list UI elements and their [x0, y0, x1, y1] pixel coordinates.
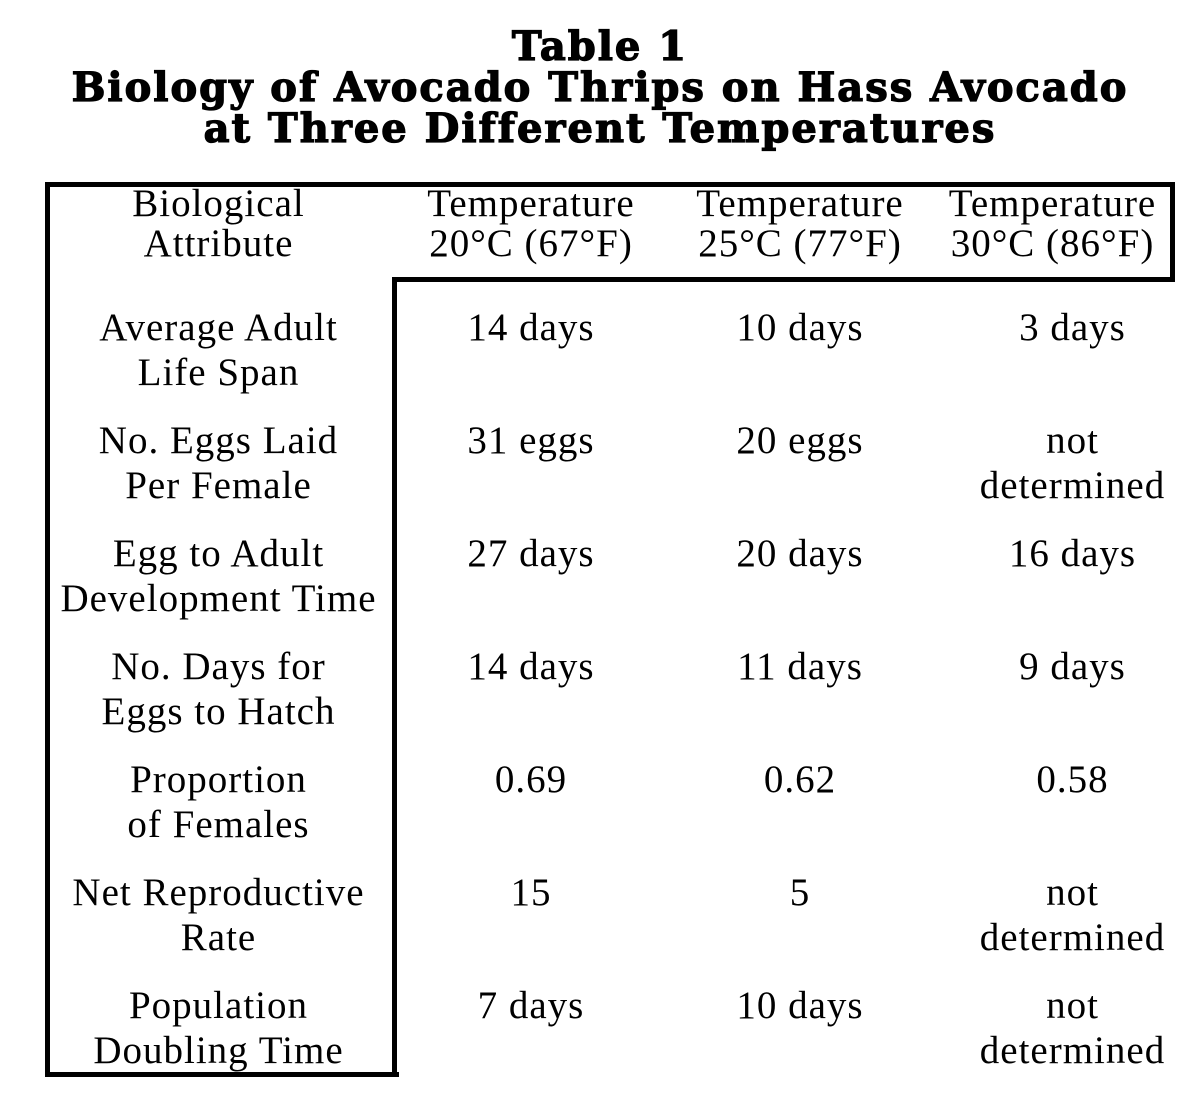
header-temperature-20c: Temperature 20°C (67°F): [427, 182, 635, 265]
header-temperature-30c: Temperature 30°C (86°F): [948, 182, 1157, 265]
value-proportion-females-20c: 0.69: [494, 758, 568, 801]
title-line-3: at Three Different Temperatures: [203, 105, 997, 152]
table-title: Table 1 Biology of Avocado Thrips on Has…: [0, 23, 1200, 152]
column-divider-rule: [392, 277, 397, 1077]
value-life-span-25c: 10 days: [736, 306, 864, 349]
value-reproductive-rate-20c: 15: [510, 871, 552, 914]
table-border-top: [45, 182, 1175, 187]
value-reproductive-rate-25c: 5: [789, 871, 811, 914]
header-biological-attribute: Biological Attribute: [132, 182, 305, 265]
value-proportion-females-25c: 0.62: [763, 758, 837, 801]
value-doubling-time-30c: not determined: [979, 984, 1166, 1072]
value-eggs-hatch-25c: 11 days: [737, 645, 863, 688]
value-eggs-laid-30c: not determined: [979, 419, 1166, 507]
value-life-span-20c: 14 days: [467, 306, 595, 349]
table-border-bottom-left: [45, 1072, 399, 1077]
table-border-right-header: [1170, 182, 1175, 282]
table-border-left: [45, 182, 50, 1077]
value-reproductive-rate-30c: not determined: [979, 871, 1166, 959]
row-attribute-eggs-laid: No. Eggs Laid Per Female: [98, 419, 339, 507]
value-eggs-hatch-20c: 14 days: [467, 645, 595, 688]
row-attribute-development-time: Egg to Adult Development Time: [60, 532, 377, 620]
title-line-1: Table 1: [511, 23, 689, 70]
header-bottom-rule: [392, 277, 1175, 282]
value-life-span-30c: 3 days: [1019, 306, 1126, 349]
row-attribute-proportion-females: Proportion of Females: [127, 758, 310, 846]
biology-table: Biological Attribute Temperature 20°C (6…: [45, 182, 1175, 1073]
value-eggs-laid-25c: 20 eggs: [736, 419, 864, 462]
value-doubling-time-20c: 7 days: [477, 984, 585, 1027]
value-development-time-25c: 20 days: [736, 532, 864, 575]
value-eggs-laid-20c: 31 eggs: [467, 419, 595, 462]
value-development-time-20c: 27 days: [467, 532, 595, 575]
value-proportion-females-30c: 0.58: [1036, 758, 1109, 801]
row-attribute-doubling-time: Population Doubling Time: [93, 984, 344, 1072]
value-doubling-time-25c: 10 days: [736, 984, 864, 1027]
row-attribute-reproductive-rate: Net Reproductive Rate: [72, 871, 365, 959]
title-line-2: Biology of Avocado Thrips on Hass Avocad…: [71, 64, 1129, 111]
row-attribute-eggs-hatch: No. Days for Eggs to Hatch: [101, 645, 336, 733]
value-eggs-hatch-30c: 9 days: [1019, 645, 1126, 688]
row-attribute-life-span: Average Adult Life Span: [99, 306, 338, 394]
value-development-time-30c: 16 days: [1008, 532, 1137, 575]
header-temperature-25c: Temperature 25°C (77°F): [696, 182, 904, 265]
